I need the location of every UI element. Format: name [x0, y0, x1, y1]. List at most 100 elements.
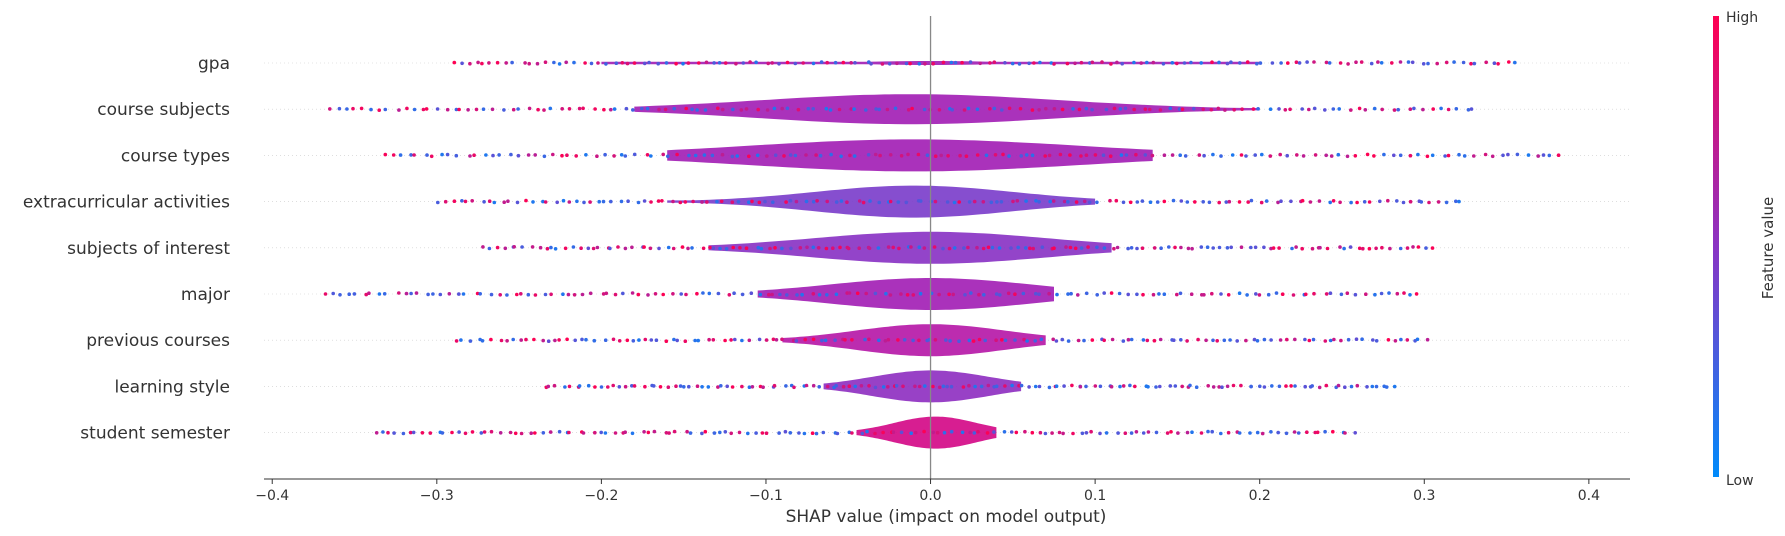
shap-point [1405, 246, 1410, 250]
shap-point [1507, 60, 1511, 64]
shap-point [957, 200, 961, 204]
shap-point [847, 384, 852, 389]
shap-point [983, 338, 987, 343]
shap-point [1289, 199, 1293, 204]
shap-point [1431, 107, 1435, 111]
shap-point [1052, 107, 1057, 111]
shap-point [1076, 293, 1080, 297]
shap-point [949, 384, 954, 389]
shap-point [666, 385, 671, 390]
shap-point [1457, 199, 1461, 204]
shap-point [1294, 60, 1299, 64]
shap-point [1182, 61, 1187, 65]
shap-point [1257, 293, 1262, 297]
shap-point [567, 107, 572, 111]
shap-point [777, 62, 781, 66]
shap-point [1057, 430, 1062, 435]
shap-point [687, 153, 691, 158]
shap-point [852, 154, 857, 158]
shap-point [937, 385, 942, 390]
shap-point [765, 154, 769, 158]
shap-point [1387, 291, 1391, 295]
shap-point [1374, 246, 1378, 251]
shap-point [1109, 62, 1113, 66]
shap-point [750, 385, 755, 389]
shap-point [866, 153, 871, 157]
shap-point [405, 106, 409, 111]
shap-point [1303, 337, 1307, 342]
shap-point [834, 383, 838, 388]
shap-point [1367, 200, 1372, 204]
shap-point [460, 199, 464, 203]
shap-point [457, 292, 461, 296]
feature-label: subjects of interest [67, 239, 230, 259]
shap-point [997, 246, 1002, 250]
shap-point [499, 338, 504, 343]
shap-point [450, 430, 454, 435]
shap-point [941, 246, 945, 251]
shap-point [1303, 384, 1307, 389]
shap-point [732, 291, 736, 296]
shap-point [896, 338, 900, 342]
shap-point [891, 245, 895, 250]
shap-point [541, 199, 545, 204]
shap-point [788, 431, 793, 435]
shap-point [977, 292, 981, 297]
shap-point [1066, 200, 1070, 204]
shap-point [1408, 107, 1413, 111]
shap-point [1244, 338, 1248, 343]
shap-point [1276, 430, 1280, 435]
shap-point [527, 106, 532, 111]
shap-point [958, 153, 962, 158]
shap-point [536, 107, 540, 112]
shap-point [1186, 246, 1191, 251]
shap-point [1430, 246, 1435, 250]
shap-point [1262, 337, 1267, 342]
shap-point [1270, 61, 1275, 65]
shap-point [1492, 61, 1497, 65]
shap-point [933, 338, 938, 342]
shap-point [1040, 245, 1045, 249]
shap-point [922, 246, 927, 250]
shap-point [593, 430, 597, 435]
shap-point [425, 153, 429, 157]
shap-point [364, 292, 369, 297]
shap-point [1077, 107, 1082, 112]
shap-point [886, 337, 891, 342]
shap-point [814, 153, 818, 157]
shap-point [1089, 429, 1093, 434]
shap-point [717, 61, 722, 65]
shap-point [481, 107, 486, 111]
shap-point [700, 385, 704, 389]
shap-point [1379, 61, 1384, 65]
colorbar-low-label: Low [1726, 473, 1754, 489]
shap-point [1003, 338, 1008, 343]
shap-point [460, 61, 464, 66]
shap-point [1126, 337, 1131, 342]
shap-point [1324, 153, 1328, 158]
shap-point [1288, 107, 1292, 112]
shap-point [1183, 154, 1188, 158]
shap-point [1331, 199, 1336, 203]
shap-point [617, 339, 622, 343]
shap-point [1395, 291, 1400, 296]
shap-point [1065, 61, 1070, 66]
shap-point [1336, 152, 1341, 157]
shap-point [1329, 154, 1334, 158]
shap-point [994, 384, 999, 389]
shap-point [972, 431, 977, 435]
shap-point [1185, 339, 1189, 343]
shap-point [592, 338, 597, 343]
shap-point [1079, 246, 1084, 250]
x-tick-label: −0.2 [584, 488, 618, 504]
shap-point [533, 153, 537, 157]
shap-point [881, 430, 885, 435]
shap-point [811, 337, 816, 342]
shap-point [1268, 154, 1273, 158]
shap-point [1392, 153, 1396, 158]
shap-point [1209, 107, 1214, 112]
shap-point [1146, 385, 1150, 389]
shap-point [1396, 107, 1400, 112]
shap-point [1279, 61, 1283, 65]
shap-point [545, 246, 550, 251]
